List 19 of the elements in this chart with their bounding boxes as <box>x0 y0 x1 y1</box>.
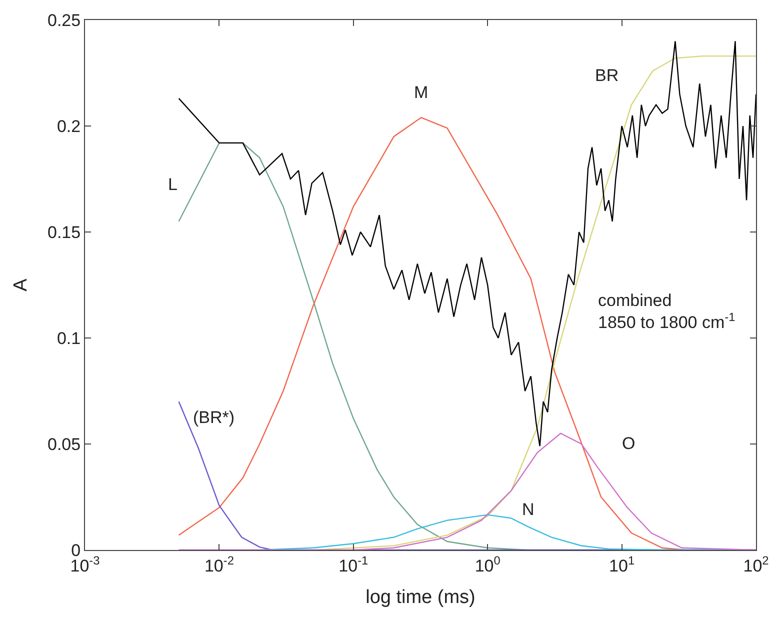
series-label: BR <box>595 66 619 85</box>
y-tick-label: 0.2 <box>56 116 81 136</box>
y-tick-label: 0.15 <box>48 222 81 242</box>
x-tick-label: 10$^{1}$ <box>609 553 635 576</box>
y-axis-title: A <box>10 278 32 292</box>
series-label: N <box>522 500 534 519</box>
x-tick-label: 10$^{-2}$ <box>204 553 234 576</box>
series-label: combined 1850 to 1800 cm$^{-1}$ <box>598 291 736 332</box>
x-tick-label: 10$^{0}$ <box>474 553 501 576</box>
series-label: (BR*) <box>193 408 235 427</box>
series-label: L <box>168 175 178 194</box>
y-tick-label: 0.05 <box>48 434 81 454</box>
series-label: M <box>414 83 428 102</box>
x-tick-label: 10$^{-1}$ <box>338 553 369 576</box>
series-label: O <box>622 434 636 453</box>
x-axis-title: log time (ms) <box>366 587 476 608</box>
x-tick-label: 10$^{2}$ <box>743 553 770 576</box>
y-tick-label: 0.25 <box>48 10 81 30</box>
y-tick-label: 0.1 <box>56 328 81 348</box>
